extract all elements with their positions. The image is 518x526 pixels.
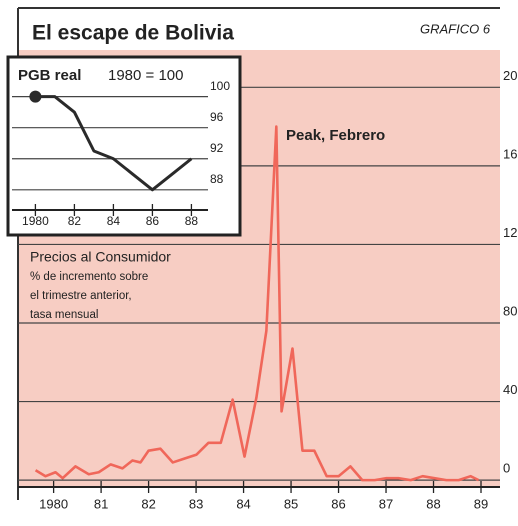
series-line bbox=[35, 95, 193, 192]
y-tick-label: 200 bbox=[503, 68, 518, 83]
x-tick-label: 81 bbox=[94, 496, 108, 511]
y-tick-label: 92 bbox=[210, 141, 224, 155]
y-tick-label: 0 bbox=[503, 461, 510, 476]
y-label: Precios al Consumidor bbox=[30, 249, 171, 265]
x-tick-label: 83 bbox=[189, 496, 203, 511]
y-tick-label: 80 bbox=[503, 303, 517, 318]
start-marker bbox=[29, 90, 42, 103]
inset-subtitle: 1980 = 100 bbox=[108, 67, 184, 84]
x-tick-label: 89 bbox=[474, 496, 488, 511]
y-tick-label: 40 bbox=[503, 382, 517, 397]
chart-label: GRAFICO 6 bbox=[420, 21, 491, 36]
y-tick-label: 160 bbox=[503, 146, 518, 161]
y-tick-label: 100 bbox=[210, 79, 230, 93]
series-line bbox=[34, 125, 480, 482]
y-label-note: tasa mensual bbox=[30, 309, 98, 321]
x-tick-label: 88 bbox=[185, 214, 199, 228]
y-label-note: el trimestre anterior, bbox=[30, 290, 132, 302]
y-tick-label: 88 bbox=[210, 172, 224, 186]
inset-title: PGB real bbox=[18, 67, 81, 84]
x-tick-label: 84 bbox=[107, 214, 121, 228]
x-tick-label: 82 bbox=[141, 496, 155, 511]
x-tick-label: 87 bbox=[379, 496, 393, 511]
x-tick-label: 1980 bbox=[22, 214, 49, 228]
x-tick-label: 86 bbox=[146, 214, 160, 228]
chart-title: El escape de Bolivia bbox=[32, 22, 234, 45]
x-tick-label: 82 bbox=[68, 214, 82, 228]
x-tick-label: 1980 bbox=[39, 496, 68, 511]
y-tick-label: 96 bbox=[210, 110, 224, 124]
y-label-note: % de incremento sobre bbox=[30, 271, 148, 283]
x-tick-label: 86 bbox=[331, 496, 345, 511]
annotation: Peak, Febrero bbox=[286, 127, 385, 144]
x-tick-label: 84 bbox=[236, 496, 250, 511]
inset-background bbox=[6, 55, 242, 237]
x-tick-label: 85 bbox=[284, 496, 298, 511]
y-tick-label: 120 bbox=[503, 225, 518, 240]
x-tick-label: 88 bbox=[426, 496, 440, 511]
